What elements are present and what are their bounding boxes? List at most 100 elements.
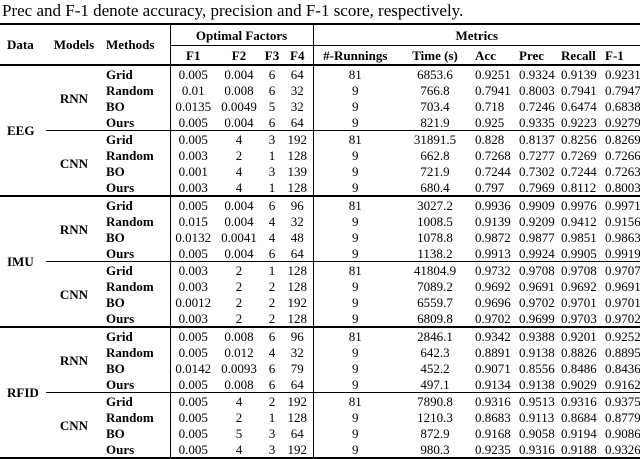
metric-value: 0.9058 xyxy=(519,425,555,441)
header-optimal-factors: Optimal Factors xyxy=(170,24,314,46)
metric-value: 0.9071 xyxy=(475,360,511,376)
factor-value: 0.004 xyxy=(224,213,254,229)
table-row: CNN Grid 0.005 4 2 192 81 7890.8 0.9316 0.9513 0.9… xyxy=(0,392,640,458)
metric-value: 0.9513 xyxy=(517,392,560,409)
table-row: Random 0.003 2 1 128 9 662.8 0.7268 0.7277 0.7269… xyxy=(0,147,640,163)
table-row: Ours 0.005 0.004 6 64 9 1138.2 0.9913 0.9924 0.99… xyxy=(0,245,640,262)
metric-value: 0.9692 xyxy=(475,278,511,294)
header-f2: F2 xyxy=(216,45,262,66)
method-label: Ours xyxy=(102,245,171,262)
metric-value: 0.9375 xyxy=(603,392,640,409)
method-label: Ours xyxy=(102,179,171,196)
metric-value: 872.9 xyxy=(420,425,450,441)
method-label: Grid xyxy=(102,326,171,344)
factor-value: 6 xyxy=(268,360,276,376)
metric-value: 0.9708 xyxy=(517,261,560,278)
metric-value: 1210.3 xyxy=(417,409,453,425)
metric-value: 980.3 xyxy=(420,441,450,457)
metric-value: 0.9691 xyxy=(605,278,640,294)
metric-value: 0.9701 xyxy=(605,294,640,310)
metric-value: 0.9699 xyxy=(519,310,555,326)
factor-value: 32 xyxy=(282,213,314,229)
metric-value: 452.2 xyxy=(420,360,450,376)
factor-value: 4 xyxy=(235,441,243,457)
factor-value: 6 xyxy=(268,82,276,98)
factor-value: 0.005 xyxy=(170,130,216,147)
metric-value: 9 xyxy=(352,376,359,392)
metric-value: 81 xyxy=(313,326,398,344)
table-row: Ours 0.005 0.004 6 64 9 821.9 0.925 0.9335 0.9223… xyxy=(0,114,640,131)
metric-value: 81 xyxy=(313,130,398,147)
header-recall: Recall xyxy=(559,45,604,66)
metric-value: 0.9909 xyxy=(517,195,560,213)
metric-value: 0.9209 xyxy=(519,213,555,229)
factor-value: 0.003 xyxy=(170,261,216,278)
metric-value: 0.718 xyxy=(475,98,505,114)
metric-value: 497.1 xyxy=(420,376,450,392)
factor-value: 2 xyxy=(268,310,276,326)
factor-value: 0.012 xyxy=(224,344,254,360)
metric-value: 0.9194 xyxy=(561,425,597,441)
factor-value: 2 xyxy=(268,294,276,310)
header-time: Time (s) xyxy=(397,45,474,66)
results-table: Data Models Methods Optimal Factors Metr… xyxy=(0,23,640,459)
metric-value: 0.9138 xyxy=(519,344,555,360)
metric-value: 0.9223 xyxy=(561,114,597,130)
factor-value: 2 xyxy=(262,392,282,409)
factor-value: 128 xyxy=(282,310,314,327)
metric-value: 0.7302 xyxy=(519,163,555,179)
factor-value: 128 xyxy=(282,409,314,425)
metric-value: 81 xyxy=(313,392,398,409)
metric-value: 9 xyxy=(352,114,359,130)
table-body: EEG RNN Grid 0.005 0.004 6 64 81 6853.6 0.9251 0.9… xyxy=(0,65,640,458)
metric-value: 0.9251 xyxy=(475,66,511,82)
method-label: Grid xyxy=(102,65,171,82)
factor-value: 0.005 xyxy=(178,114,208,130)
metric-value: 0.9913 xyxy=(475,245,511,261)
metric-value: 0.9971 xyxy=(603,195,640,213)
factor-value: 2 xyxy=(235,278,243,294)
metric-value: 9 xyxy=(352,213,359,229)
factor-value: 0.015 xyxy=(178,213,208,229)
metric-value: 9 xyxy=(352,294,359,310)
factor-value: 0.003 xyxy=(178,179,208,195)
metric-value: 0.9936 xyxy=(473,195,518,213)
metric-value: 7890.8 xyxy=(397,392,474,409)
factor-value: 64 xyxy=(282,245,314,262)
metric-value: 0.9863 xyxy=(605,229,640,245)
table-caption: Prec and F-1 denote accuracy, precision … xyxy=(2,1,464,20)
header-methods: Methods xyxy=(102,24,171,66)
factor-value: 5 xyxy=(268,98,276,114)
metric-value: 9 xyxy=(352,409,359,425)
table-row: CNN Grid 0.003 2 1 128 81 41804.9 0.9732 0.9708 0.… xyxy=(0,261,640,327)
factor-value: 0.005 xyxy=(178,441,208,457)
table-row: EEG RNN Grid 0.005 0.004 6 64 81 6853.6 0.9251 0.9… xyxy=(0,65,640,138)
metric-value: 0.8895 xyxy=(605,344,640,360)
factor-value: 2 xyxy=(216,261,262,278)
factor-value: 0.003 xyxy=(178,310,208,326)
metric-value: 0.9134 xyxy=(475,376,511,392)
factor-value: 64 xyxy=(282,425,314,441)
factor-value: 0.005 xyxy=(178,66,208,82)
header-row-sub: F1 F2 F3 F4 #-Runnings Time (s) Acc Prec… xyxy=(0,45,640,66)
method-label: Grid xyxy=(102,130,171,147)
factor-value: 0.0049 xyxy=(221,98,257,114)
metric-value: 0.9702 xyxy=(475,310,511,326)
factor-value: 0.008 xyxy=(224,82,254,98)
factor-value: 0.003 xyxy=(178,147,208,163)
model-group-label: RNN xyxy=(46,195,102,262)
metric-value: 9 xyxy=(352,163,359,179)
factor-value: 139 xyxy=(282,163,314,179)
factor-value: 32 xyxy=(282,344,314,360)
method-label: Grid xyxy=(102,392,171,409)
method-label: BO xyxy=(102,360,171,376)
metric-value: 9 xyxy=(352,310,359,326)
factor-value: 64 xyxy=(282,65,314,82)
factor-value: 0.008 xyxy=(216,326,262,344)
header-metrics: Metrics xyxy=(313,24,640,46)
metric-value: 0.9029 xyxy=(561,376,597,392)
metric-value: 0.8003 xyxy=(605,179,640,195)
metric-value: 0.9905 xyxy=(561,245,597,261)
metric-value: 0.9708 xyxy=(559,261,604,278)
metric-value: 0.9138 xyxy=(519,376,555,392)
